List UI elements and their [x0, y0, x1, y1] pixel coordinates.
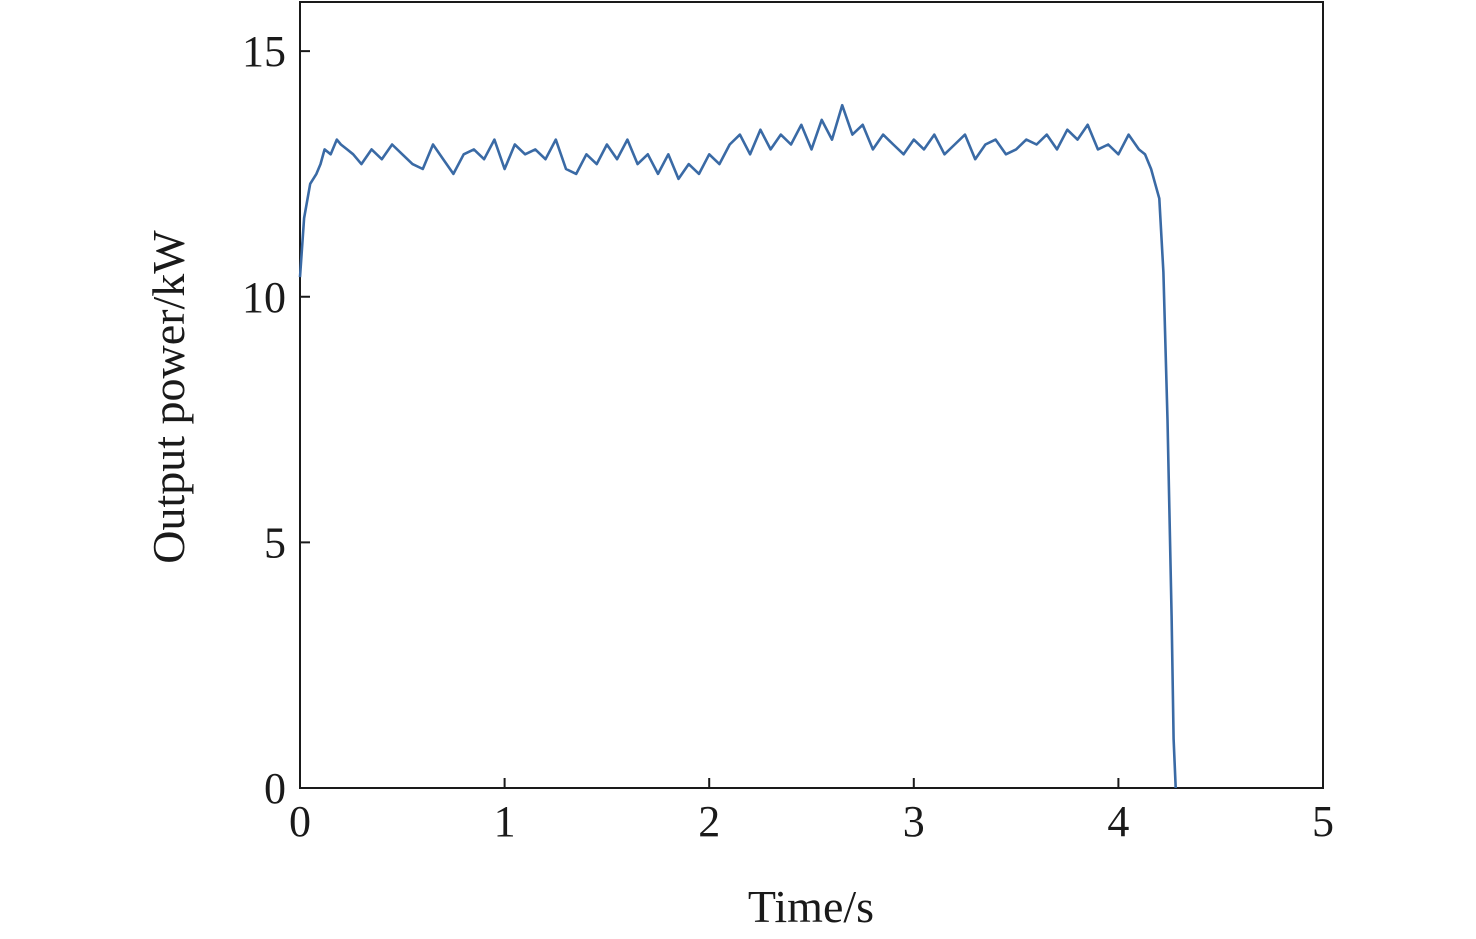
- x-axis-label: Time/s: [748, 881, 874, 932]
- y-ticks: 0 5 10 15: [242, 27, 310, 813]
- x-tick-label: 5: [1312, 797, 1334, 846]
- x-tick-label: 1: [494, 797, 516, 846]
- y-axis-label: Output power/kW: [143, 230, 194, 564]
- series-line: [298, 103, 1177, 789]
- y-tick-label: 15: [242, 27, 286, 76]
- x-tick-label: 4: [1107, 797, 1129, 846]
- x-tick-label: 3: [903, 797, 925, 846]
- x-ticks: 0 1 2 3 4 5: [289, 778, 1334, 846]
- plot-frame: [299, 1, 1324, 789]
- x-tick-label: 2: [698, 797, 720, 846]
- x-tick-label: 0: [289, 797, 311, 846]
- y-tick-label: 5: [264, 518, 286, 567]
- y-tick-label: 10: [242, 273, 286, 322]
- y-tick-label: 0: [264, 764, 286, 813]
